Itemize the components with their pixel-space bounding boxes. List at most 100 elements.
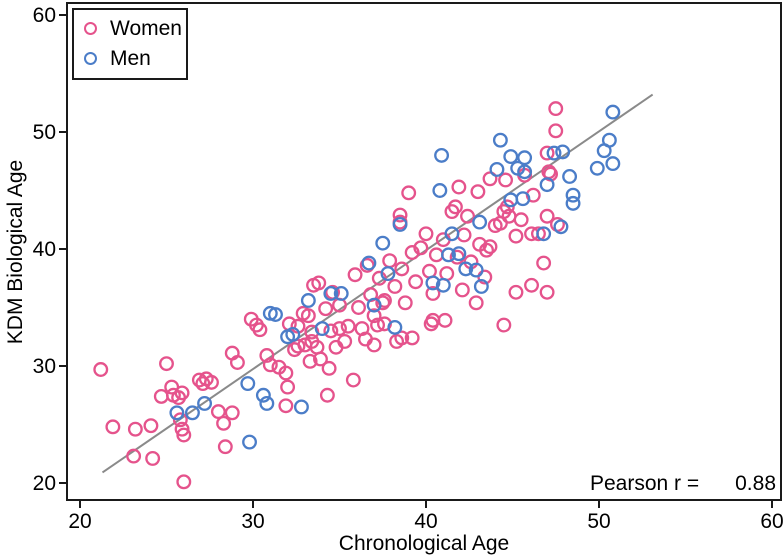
point-men: [432, 183, 448, 198]
point-women: [340, 318, 356, 334]
point-women: [404, 330, 420, 346]
point-women: [539, 208, 555, 224]
point-women: [319, 387, 335, 403]
x-tick-label: 30: [241, 510, 264, 533]
point-women: [513, 212, 529, 228]
point-women: [508, 228, 524, 244]
point-women: [318, 301, 334, 317]
point-women: [382, 253, 398, 269]
point-men: [473, 278, 489, 294]
point-men: [444, 226, 460, 242]
point-men: [169, 405, 185, 421]
point-women: [300, 308, 316, 324]
point-women: [174, 385, 190, 401]
point-women: [460, 208, 475, 224]
point-women: [347, 267, 363, 283]
y-tick-label: 30: [33, 355, 56, 378]
point-women: [229, 355, 245, 370]
point-women: [451, 179, 467, 195]
point-women: [290, 338, 306, 354]
point-women: [337, 333, 353, 349]
point-women: [359, 257, 375, 273]
point-women: [159, 356, 174, 372]
point-women: [259, 348, 275, 363]
point-men: [589, 160, 605, 176]
point-men: [503, 149, 519, 165]
point-women: [437, 312, 453, 328]
x-axis-title: Chronological Age: [338, 532, 510, 555]
point-women: [366, 308, 382, 324]
y-tick-label: 20: [33, 472, 56, 495]
point-women: [408, 274, 424, 290]
point-men: [515, 191, 531, 207]
point-women: [496, 317, 512, 333]
point-women: [428, 247, 444, 263]
point-men: [536, 226, 552, 242]
y-tick-label: 60: [33, 4, 56, 27]
point-men: [268, 307, 283, 322]
point-men: [240, 376, 256, 392]
point-women: [508, 284, 524, 300]
point-women: [143, 418, 159, 434]
point-men: [468, 262, 484, 278]
point-men: [323, 286, 339, 301]
plot-frame: [66, 2, 782, 501]
point-women: [366, 337, 382, 353]
point-women: [394, 261, 410, 277]
point-men: [553, 219, 569, 235]
legend-item-men: Men: [82, 46, 178, 71]
point-men: [601, 132, 617, 148]
legend-label-women: Women: [110, 17, 182, 40]
point-women: [413, 240, 429, 256]
point-women: [145, 450, 161, 466]
point-women: [262, 357, 278, 373]
point-women: [176, 427, 192, 443]
point-women: [311, 275, 327, 291]
point-women: [370, 317, 386, 333]
point-women: [321, 360, 337, 376]
point-men: [434, 147, 450, 163]
point-men: [375, 235, 391, 251]
point-men: [255, 387, 271, 403]
point-women: [418, 226, 434, 242]
point-women: [172, 412, 188, 428]
point-men: [425, 275, 441, 291]
point-women: [216, 415, 232, 431]
point-women: [93, 362, 109, 377]
point-men: [435, 277, 451, 293]
point-women: [454, 282, 470, 298]
legend-label-men: Men: [110, 47, 151, 70]
pearson-label: Pearson r =: [590, 472, 700, 495]
x-tick-label: 50: [587, 510, 610, 533]
point-men: [451, 246, 467, 262]
point-men: [605, 104, 621, 120]
point-women: [224, 405, 240, 421]
point-women: [397, 295, 413, 311]
point-men: [242, 434, 257, 450]
x-tick-label: 40: [414, 510, 437, 533]
point-men: [458, 261, 474, 277]
point-men: [472, 214, 488, 230]
point-women: [323, 323, 339, 339]
point-men: [562, 169, 578, 184]
point-men: [441, 247, 456, 263]
point-women: [401, 185, 417, 201]
women-marker-icon: [84, 22, 97, 35]
point-women: [375, 295, 391, 311]
legend: Women Men: [72, 8, 188, 80]
point-women: [548, 101, 564, 117]
point-men: [184, 405, 200, 421]
point-women: [304, 333, 320, 349]
point-men: [197, 395, 213, 411]
point-men: [300, 293, 316, 308]
point-men: [293, 399, 309, 415]
point-women: [302, 353, 318, 369]
point-women: [482, 239, 498, 255]
point-women: [394, 330, 410, 346]
point-men: [565, 187, 581, 203]
point-women: [126, 448, 142, 464]
pearson-value: 0.88: [735, 472, 776, 495]
point-women: [531, 226, 546, 242]
